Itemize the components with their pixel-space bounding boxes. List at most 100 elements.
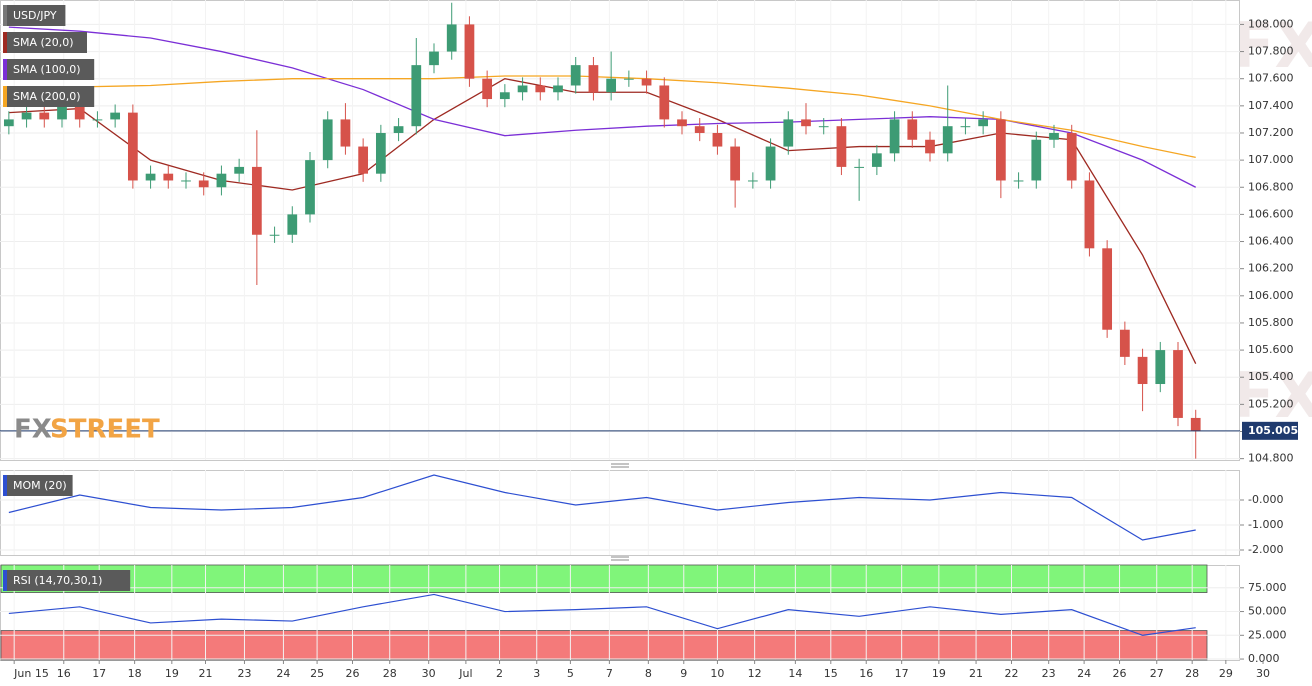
x-tick-label: 17 <box>92 667 106 680</box>
indicator-line <box>8 593 1196 636</box>
candle-body <box>411 65 422 127</box>
y-tick-label: 106.400 <box>1248 235 1294 248</box>
candle-body <box>127 112 138 181</box>
x-tick-label: Jun 15 <box>13 667 49 680</box>
legend-swatch <box>3 475 7 496</box>
candle-body <box>1031 139 1042 181</box>
x-tick-label: 30 <box>1256 667 1270 680</box>
y-tick-label: 0.000 <box>1248 652 1280 665</box>
y-tick-label: 107.000 <box>1248 153 1294 166</box>
legend-swatch <box>3 59 7 80</box>
candle-body <box>269 234 280 236</box>
x-tick-label: 2 <box>496 667 503 680</box>
candle-body <box>287 214 298 235</box>
candle-body <box>358 146 369 174</box>
candle-body <box>39 112 50 120</box>
x-tick-label: 23 <box>237 667 251 680</box>
candle-body <box>694 126 705 133</box>
candle-body <box>942 126 953 154</box>
candle-body <box>145 173 156 181</box>
x-tick-label: 24 <box>1077 667 1091 680</box>
candle-body <box>92 119 103 121</box>
x-tick-label: 26 <box>346 667 360 680</box>
x-tick-label: 19 <box>932 667 946 680</box>
x-tick-label: 29 <box>1219 667 1233 680</box>
candle-body <box>482 78 493 100</box>
candle-body <box>854 166 865 168</box>
y-tick-label: 106.200 <box>1248 262 1294 275</box>
y-tick-label: -1.000 <box>1248 518 1283 531</box>
last-price-box <box>1242 421 1298 440</box>
candle-body <box>818 126 829 128</box>
y-tick-label: -2.000 <box>1248 543 1283 556</box>
panel-frame <box>0 470 1240 556</box>
candle-body <box>517 85 528 93</box>
candle-body <box>110 112 121 120</box>
x-tick-label: 14 <box>788 667 802 680</box>
candle-body <box>889 119 900 154</box>
x-tick-label: 12 <box>748 667 762 680</box>
candle-body <box>570 65 581 86</box>
y-tick-label: 108.000 <box>1248 17 1294 30</box>
candle-body <box>74 105 85 120</box>
x-tick-label: Jul <box>458 667 472 680</box>
candle-body <box>535 85 546 93</box>
candle-body <box>375 132 386 174</box>
candle-body <box>925 139 935 154</box>
legend-label: USD/JPY <box>13 9 57 22</box>
candle-body <box>978 119 989 127</box>
y-tick-label: 105.400 <box>1248 370 1294 383</box>
logo-fx: FX <box>14 415 52 445</box>
x-tick-label: 16 <box>859 667 873 680</box>
candle-body <box>21 112 32 120</box>
candle-body <box>305 160 315 215</box>
x-tick-label: 23 <box>1042 667 1056 680</box>
x-tick-label: 7 <box>606 667 613 680</box>
candle-body <box>801 119 811 127</box>
indicator-line <box>8 474 1196 541</box>
candle-body <box>1066 132 1077 181</box>
candle-body <box>234 166 245 174</box>
candle-body <box>446 24 457 52</box>
candle-body <box>393 126 404 133</box>
candle-body <box>1137 356 1148 385</box>
candle-body <box>57 105 67 120</box>
x-tick-label: 25 <box>310 667 324 680</box>
legend-swatch <box>3 570 7 591</box>
legend-box <box>7 86 95 107</box>
y-tick-label: 105.800 <box>1248 316 1294 329</box>
legend-box <box>7 59 95 80</box>
x-tick-label: 3 <box>533 667 540 680</box>
candle-body <box>995 119 1006 181</box>
y-tick-label: 50.000 <box>1248 605 1287 618</box>
legend-label: SMA (100,0) <box>13 63 81 76</box>
candle-body <box>1013 180 1024 182</box>
x-tick-label: 22 <box>1004 667 1018 680</box>
x-tick-label: 28 <box>383 667 397 680</box>
candle-body <box>1190 417 1201 431</box>
candle-body <box>1119 329 1130 357</box>
legend-label: RSI (14,70,30,1) <box>13 574 102 587</box>
candle-body <box>1155 350 1166 385</box>
x-tick-label: 15 <box>824 667 838 680</box>
x-tick-label: 10 <box>710 667 724 680</box>
y-tick-label: 25.000 <box>1248 628 1287 641</box>
candle-body <box>712 132 723 147</box>
legend-box <box>7 570 131 591</box>
candle-body <box>181 180 191 182</box>
y-tick-label: 75.000 <box>1248 581 1287 594</box>
legend-swatch <box>3 5 7 26</box>
y-tick-label: 107.400 <box>1248 99 1294 112</box>
candle-body <box>553 85 563 93</box>
legend-label: SMA (200,0) <box>13 90 81 103</box>
x-tick-label: 9 <box>680 667 687 680</box>
panel-frame <box>0 0 1240 461</box>
candle-body <box>340 119 351 147</box>
x-tick-label: 27 <box>1150 667 1164 680</box>
rsi-zone <box>0 564 1208 593</box>
legend-box <box>7 32 87 53</box>
legend-box <box>7 5 66 26</box>
x-tick-label: 19 <box>165 667 179 680</box>
candle-body <box>765 146 776 181</box>
